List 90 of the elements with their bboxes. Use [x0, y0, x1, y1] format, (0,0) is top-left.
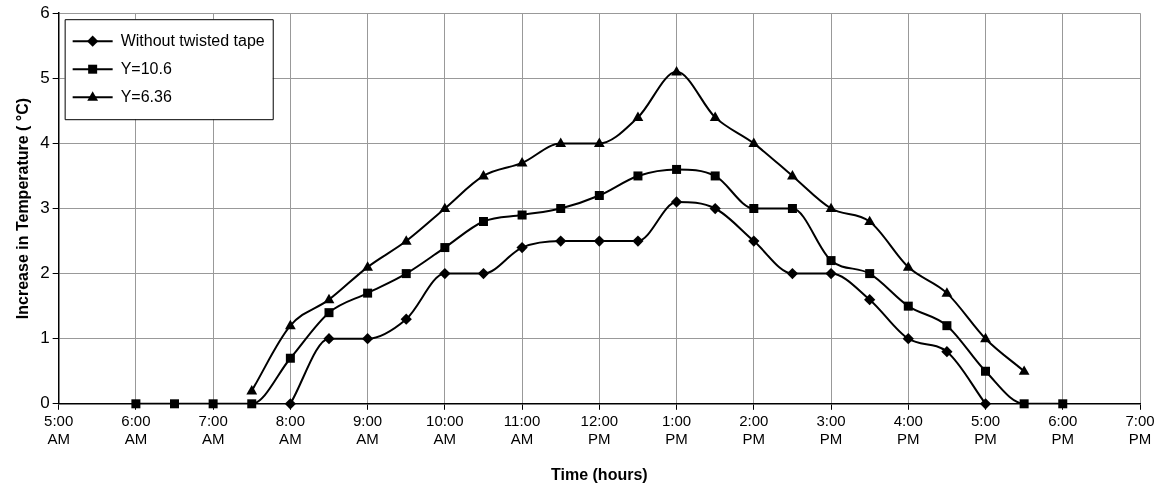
point: [672, 164, 682, 174]
point: [633, 171, 643, 181]
x-tick-label: 5:00 AM: [44, 411, 74, 447]
point: [670, 196, 683, 208]
legend-label: Y=10.6: [120, 59, 172, 77]
point: [170, 399, 180, 409]
point: [439, 267, 451, 280]
point: [748, 235, 760, 247]
point: [285, 353, 295, 363]
point: [748, 137, 760, 147]
point: [208, 399, 218, 409]
x-tick-label: 11:00 AM: [503, 411, 541, 447]
point: [400, 313, 412, 325]
point: [749, 204, 759, 213]
point: [941, 287, 953, 297]
point: [979, 398, 992, 410]
x-tick-label: 1:00 PM: [661, 411, 692, 447]
legend-label: Y=6.36: [120, 87, 172, 105]
point: [709, 111, 721, 121]
point: [710, 171, 720, 181]
point: [517, 210, 527, 220]
point: [826, 256, 836, 266]
point: [363, 288, 373, 298]
point: [632, 111, 644, 121]
x-tick-label: 3:00 PM: [816, 411, 846, 447]
point: [362, 261, 374, 271]
point: [825, 202, 837, 213]
point: [323, 293, 335, 304]
point: [671, 65, 682, 76]
y-tick-label: 5: [40, 67, 50, 87]
point: [477, 267, 490, 280]
point: [980, 332, 991, 343]
point: [361, 333, 374, 345]
point: [324, 308, 334, 318]
point: [594, 190, 604, 200]
point: [903, 301, 913, 311]
x-tick-label: 6:00 PM: [1048, 411, 1078, 447]
x-tick-label: 12:00 PM: [580, 411, 619, 447]
x-tick-label: 8:00 AM: [275, 411, 305, 447]
point: [246, 384, 258, 395]
x-tick-label: 2:00 PM: [739, 411, 769, 447]
legend-label: Without twisted tape: [120, 31, 265, 49]
y-tick-label: 6: [40, 2, 50, 22]
point: [1019, 399, 1029, 409]
x-tick-label: 7:00 PM: [1125, 411, 1155, 447]
y-axis-title: Increase in Temperature ( °C): [14, 97, 32, 320]
point: [478, 217, 488, 227]
x-tick-label: 9:00 AM: [353, 411, 383, 447]
point: [941, 346, 953, 358]
point: [555, 235, 567, 247]
point: [864, 215, 876, 226]
point: [942, 321, 952, 331]
x-tick-label: 5:00 PM: [970, 411, 1001, 447]
point: [247, 399, 257, 409]
y-tick-label: 3: [40, 198, 50, 218]
point: [902, 261, 914, 271]
point: [593, 235, 605, 247]
point: [709, 202, 721, 215]
y-tick-label: 2: [40, 263, 50, 283]
point: [632, 235, 644, 247]
y-tick-label: 0: [40, 393, 50, 413]
y-tick-label: 4: [40, 133, 50, 153]
y-tick-label: 1: [40, 328, 50, 348]
x-axis-title: Time (hours): [551, 465, 648, 483]
point: [786, 267, 799, 280]
point: [825, 267, 837, 280]
x-tick-label: 10:00 AM: [426, 411, 464, 447]
point: [516, 241, 528, 254]
point: [556, 204, 566, 213]
point: [555, 137, 567, 147]
point: [902, 333, 914, 345]
point: [284, 319, 296, 330]
point: [401, 269, 411, 279]
point: [284, 398, 296, 410]
point: [439, 202, 451, 213]
point: [516, 157, 528, 167]
point: [865, 269, 875, 279]
point: [400, 235, 412, 245]
point: [787, 204, 797, 213]
point: [864, 294, 876, 306]
point: [478, 170, 489, 180]
point: [323, 333, 335, 345]
point: [981, 366, 991, 376]
x-tick-label: 7:00 AM: [198, 411, 228, 447]
point: [593, 137, 605, 147]
point: [440, 243, 450, 253]
x-tick-label: 6:00 AM: [121, 411, 151, 447]
point: [787, 170, 798, 180]
x-tick-label: 4:00 PM: [893, 411, 923, 447]
point: [1018, 365, 1030, 375]
